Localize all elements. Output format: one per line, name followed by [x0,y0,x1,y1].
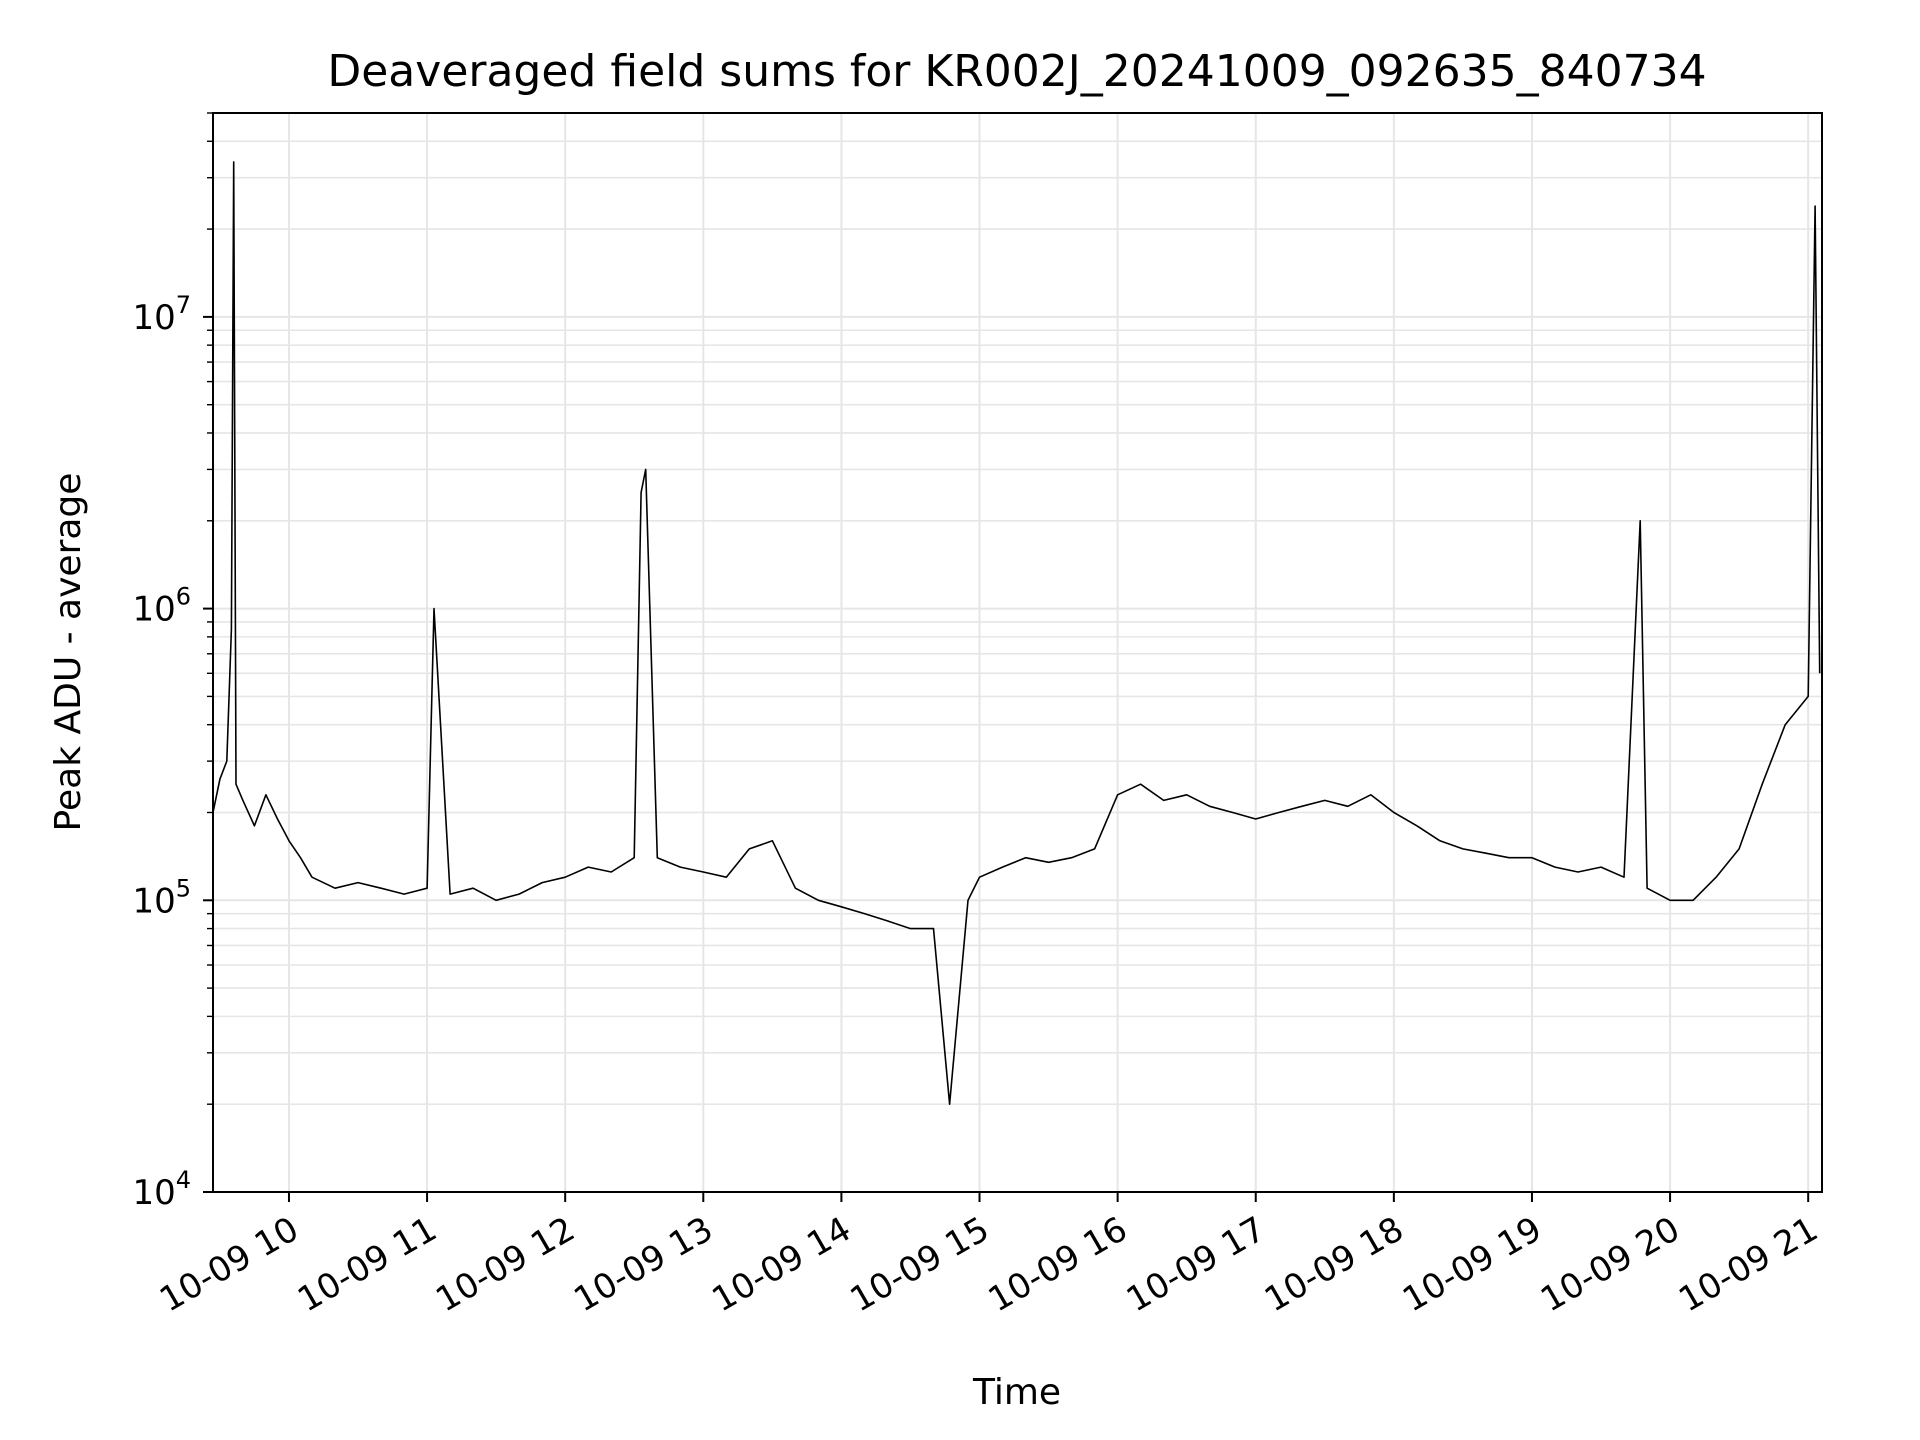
x-tick-label: 10-09 13 [567,1209,719,1320]
y-tick-label: 106 [132,583,191,630]
series-layer [212,161,1821,1105]
y-axis-label: Peak ADU - average [48,473,89,832]
plot-frame [212,112,1823,1193]
y-tick-label: 105 [132,874,191,921]
x-tick-label: 10-09 15 [844,1209,996,1320]
series-line-0 [212,161,1821,1105]
x-tick-label: 10-09 14 [706,1209,858,1320]
chart-title: Deaveraged field sums for KR002J_2024100… [327,46,1706,97]
x-tick-label: 10-09 20 [1534,1209,1686,1320]
y-tick-label: 107 [132,291,191,338]
x-tick-label: 10-09 16 [982,1209,1134,1320]
x-tick-label: 10-09 17 [1120,1209,1272,1320]
x-tick-label: 10-09 19 [1396,1209,1548,1320]
y-tick-label: 104 [132,1166,191,1213]
x-tick-label: 10-09 21 [1672,1209,1824,1320]
x-tick-label: 10-09 11 [291,1209,443,1320]
x-tick-label: 10-09 10 [153,1209,305,1320]
y-axis: 104 105 106 107 [132,112,213,1213]
x-tick-label: 10-09 12 [429,1209,581,1320]
x-tick-label: 10-09 18 [1258,1209,1410,1320]
grid [213,112,1822,1193]
x-axis-label: Time [972,1372,1061,1413]
